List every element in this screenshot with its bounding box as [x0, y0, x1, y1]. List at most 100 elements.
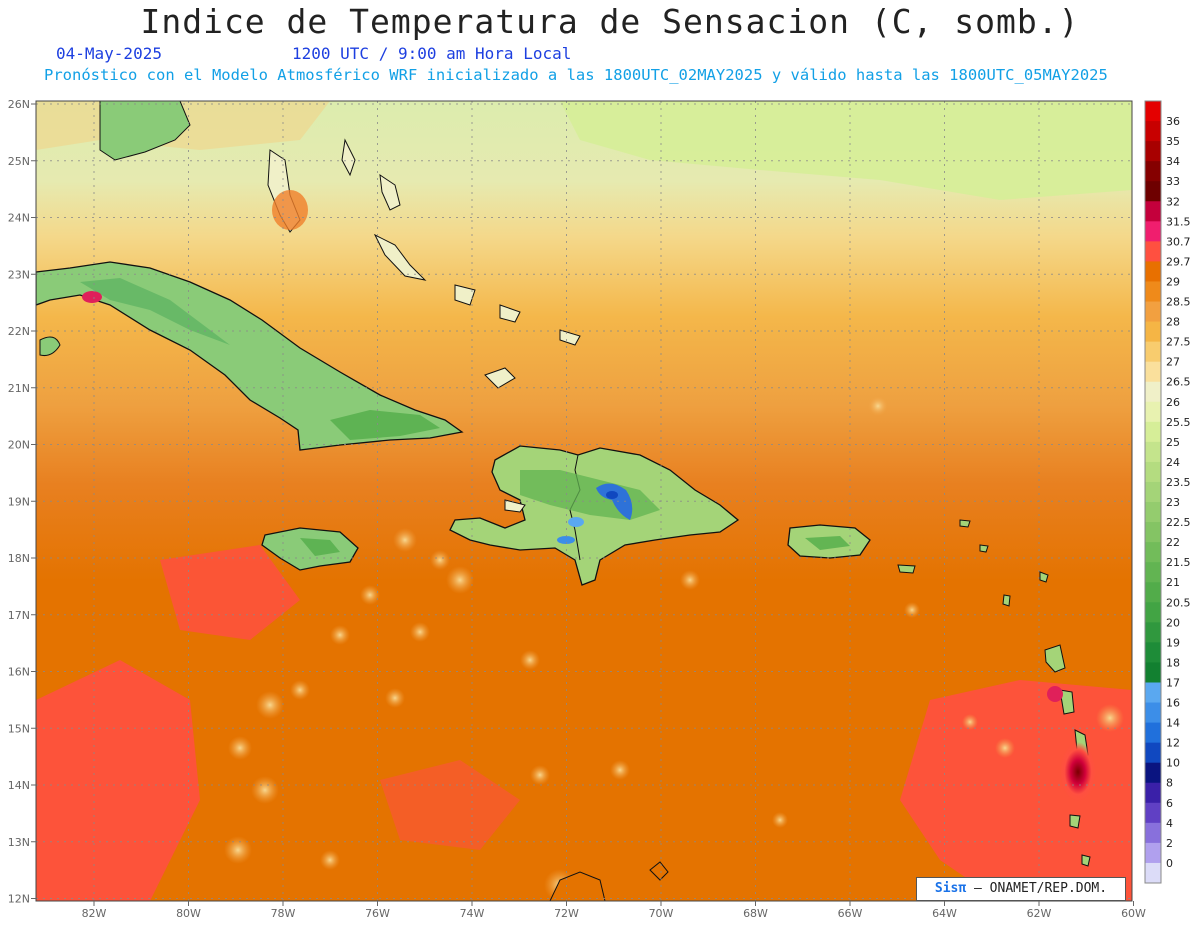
colorbar-swatch: [1145, 281, 1161, 303]
colorbar-label: 34: [1166, 155, 1180, 168]
colorbar-label: 23.5: [1166, 476, 1191, 489]
hot-zone-jamaica-south: [160, 545, 300, 640]
colorbar-label: 16: [1166, 697, 1180, 710]
sierra-maestra: [330, 410, 440, 440]
colorbar-label: 19: [1166, 636, 1180, 649]
colorbar-swatch: [1145, 301, 1161, 323]
colorbar-swatch: [1145, 201, 1161, 222]
forecast-time: 1200 UTC / 9:00 am Hora Local: [292, 44, 572, 63]
colorbar-label: 35: [1166, 135, 1180, 148]
colorbar-label: 22.5: [1166, 516, 1191, 529]
cuba-interior: [80, 278, 250, 360]
forecast-date: 04-May-2025: [56, 44, 162, 63]
colorbar-swatch: [1145, 722, 1161, 744]
colorbar-swatch: [1145, 161, 1161, 182]
gonave-island: [504, 499, 526, 513]
colorbar-swatch: [1145, 241, 1161, 262]
martinique-hotspot: [1060, 742, 1096, 802]
colorbar-label: 25: [1166, 436, 1180, 449]
isla-juventud: [39, 336, 61, 356]
colorbar-label: 24: [1166, 456, 1180, 469]
lat-label: 24N: [8, 212, 30, 225]
longitude-axis: 82W 80W 78W 76W 74W 72W 70W 68W 66W 64W 62W 60W: [82, 901, 1146, 920]
lat-label: 18N: [8, 552, 30, 565]
lat-label: 17N: [8, 609, 30, 622]
lon-label: 82W: [82, 907, 107, 920]
colorbar-label: 4: [1166, 817, 1173, 830]
lon-label: 72W: [554, 907, 579, 920]
colorbar-swatch: [1145, 181, 1161, 202]
bahoruco-cold: [557, 536, 575, 544]
colorbar-swatch: [1145, 481, 1161, 503]
colorbar-label: 20: [1166, 616, 1180, 629]
guadeloupe-hotspot: [1047, 686, 1063, 702]
colorbar-swatch: [1145, 662, 1161, 683]
havana-hotspot: [82, 291, 102, 303]
colorbar-swatch: [1145, 702, 1161, 724]
forecast-info: Pronóstico con el Modelo Atmosférico WRF…: [44, 66, 1108, 84]
cool-zone-north: [560, 101, 1132, 200]
convective-cells: [224, 396, 1124, 901]
colorbar-swatch: [1145, 622, 1161, 643]
aruba: [649, 861, 669, 881]
lat-label: 12N: [8, 893, 30, 906]
lon-label: 76W: [365, 907, 390, 920]
lat-label: 14N: [8, 779, 30, 792]
map-title: Indice de Temperatura de Sensacion (C, s…: [140, 2, 1080, 41]
colorbar-swatch: [1145, 502, 1161, 523]
colorbar-swatch: [1145, 642, 1161, 663]
cordillera-central-peak: [596, 483, 633, 520]
pico-duarte-core: [606, 491, 618, 499]
colorbar-swatch: [1145, 782, 1161, 804]
sierra-neiba-cold: [568, 517, 584, 527]
colorbar-label: 30.7: [1166, 235, 1191, 248]
colorbar-label: 21.5: [1166, 556, 1191, 569]
lat-label: 23N: [8, 268, 30, 281]
hot-zone-southwest: [36, 660, 200, 901]
lat-label: 15N: [8, 722, 30, 735]
lon-label: 70W: [649, 907, 674, 920]
colorbar-swatch: [1145, 141, 1161, 162]
colorbar-label: 36: [1166, 115, 1180, 128]
lat-label: 25N: [8, 155, 30, 168]
colorbar-swatch: [1145, 682, 1161, 704]
colorbar-swatch: [1145, 822, 1161, 844]
colorbar-label: 28: [1166, 316, 1180, 329]
colorbar-label: 0: [1166, 857, 1173, 870]
florida: [99, 101, 191, 161]
colorbar-label: 27.5: [1166, 336, 1191, 349]
blue-mountains-jamaica: [300, 538, 340, 556]
colorbar-swatch: [1145, 542, 1161, 563]
colorbar-swatch: [1145, 582, 1161, 603]
colorbar-swatch: [1145, 261, 1161, 282]
colorbar-label: 25.5: [1166, 416, 1191, 429]
colorbar-label: 6: [1166, 797, 1173, 810]
colorbar-swatch: [1145, 361, 1161, 383]
colorbar-label: 29.7: [1166, 255, 1191, 268]
colorbar-swatch: [1145, 802, 1161, 824]
lat-label: 20N: [8, 439, 30, 452]
colorbar-label: 20.5: [1166, 596, 1191, 609]
colorbar-swatch: [1145, 321, 1161, 343]
lon-label: 78W: [271, 907, 296, 920]
lon-label: 74W: [460, 907, 485, 920]
sispi-logo: Sisπ: [934, 881, 967, 896]
colorbar-swatch: [1145, 461, 1161, 483]
bahamas: [267, 138, 581, 389]
colorbar-swatch: [1145, 762, 1161, 784]
colorbar-swatch: [1145, 522, 1161, 543]
lon-label: 62W: [1027, 907, 1052, 920]
colorbar-label: 26.5: [1166, 376, 1191, 389]
colorbar-label: 23: [1166, 496, 1180, 509]
cordillera-pr: [805, 536, 850, 550]
latitude-axis: 26N 25N 24N 23N 22N 21N 20N 19N 18N 17N 16N 15N 14N 1…: [8, 98, 36, 906]
colorbar-label: 10: [1166, 757, 1180, 770]
lat-label: 16N: [8, 666, 30, 679]
cuba: [36, 261, 464, 451]
colorbar-label: 33: [1166, 175, 1180, 188]
colorbar-swatch: [1145, 862, 1161, 884]
credit-text: – ONAMET/REP.DOM.: [974, 881, 1108, 896]
lon-label: 60W: [1121, 907, 1146, 920]
colorbar-swatch: [1145, 101, 1161, 122]
